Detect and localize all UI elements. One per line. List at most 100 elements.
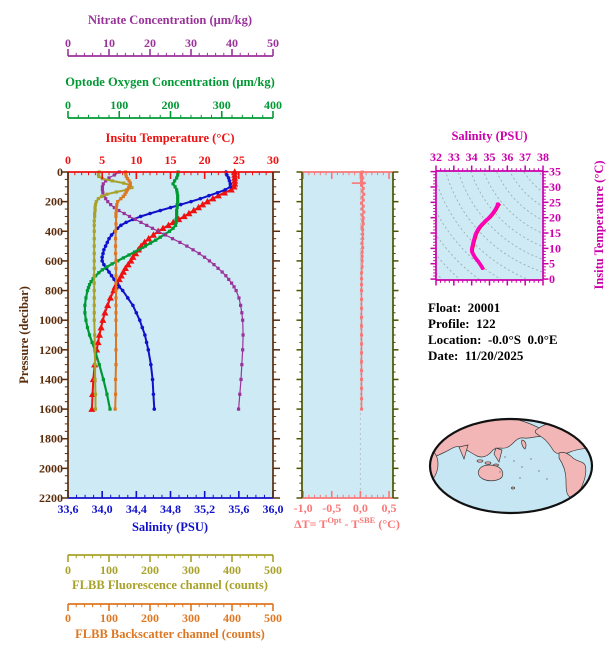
svg-text:200: 200 — [162, 98, 180, 112]
svg-text:37: 37 — [519, 150, 531, 164]
map-land-australia — [477, 464, 504, 482]
svg-text:300: 300 — [182, 611, 200, 625]
delta-t-title-sup-sbe: SBE — [359, 515, 376, 525]
delta-t-title-sup-opt: Opt — [327, 515, 342, 525]
svg-text:400: 400 — [264, 98, 282, 112]
location-line: Location: -0.0°S 0.0°E — [428, 332, 558, 348]
svg-text:15: 15 — [165, 153, 177, 167]
svg-text:-0,5: -0,5 — [322, 501, 341, 515]
svg-text:1800: 1800 — [39, 432, 63, 446]
svg-text:35: 35 — [484, 150, 496, 164]
map-land-south-america — [558, 452, 587, 498]
svg-text:1200: 1200 — [39, 343, 63, 357]
svg-text:0: 0 — [65, 153, 71, 167]
svg-text:100: 100 — [110, 98, 128, 112]
svg-text:20: 20 — [144, 36, 156, 50]
ts-y-label: Insitu Temperature (°C) — [592, 160, 606, 290]
date-value: 11/20/2025 — [464, 348, 524, 363]
date-label: Date: — [428, 348, 459, 363]
svg-text:1400: 1400 — [39, 372, 63, 386]
float-label: Float: — [428, 300, 462, 315]
svg-text:600: 600 — [45, 254, 63, 268]
svg-text:0,5: 0,5 — [381, 501, 396, 515]
svg-text:33,6: 33,6 — [58, 502, 79, 516]
svg-text:50: 50 — [267, 36, 279, 50]
svg-text:2200: 2200 — [39, 491, 63, 505]
ts-curve — [469, 202, 501, 271]
map-land-india — [458, 444, 469, 461]
svg-text:40: 40 — [226, 36, 238, 50]
map-outline — [428, 417, 594, 515]
map-land-japan — [521, 439, 527, 450]
svg-text:5: 5 — [549, 257, 555, 271]
salinity-axis-title: Salinity (PSU) — [131, 520, 209, 534]
delta-t-title-text: ΔT= T — [294, 517, 328, 531]
oxygen-axis-title: Optode Oxygen Concentration (μm/kg) — [65, 75, 275, 89]
delta-t-axis-title: ΔT= TOpt - TSBE (°C) — [272, 515, 422, 532]
svg-text:20: 20 — [199, 153, 211, 167]
backscatter-axis-title: FLBB Backscatter channel (counts) — [75, 627, 265, 641]
date-line: Date: 11/20/2025 — [428, 348, 558, 364]
svg-text:10: 10 — [103, 36, 115, 50]
svg-text:0: 0 — [65, 611, 71, 625]
svg-text:38: 38 — [537, 150, 549, 164]
delta-t-title-text: - T — [341, 517, 360, 531]
svg-text:34: 34 — [466, 150, 478, 164]
map-land-indonesia — [484, 461, 492, 465]
svg-text:500: 500 — [264, 611, 282, 625]
svg-text:10: 10 — [549, 241, 561, 255]
map-land-new-zealand — [511, 486, 515, 490]
svg-text:10: 10 — [130, 153, 142, 167]
delta-t-title-text: (°C) — [375, 517, 400, 531]
svg-text:0: 0 — [65, 36, 71, 50]
svg-text:5: 5 — [99, 153, 105, 167]
svg-text:100: 100 — [100, 611, 118, 625]
svg-text:400: 400 — [223, 563, 241, 577]
location-label: Location: — [428, 332, 482, 347]
svg-text:400: 400 — [223, 611, 241, 625]
svg-text:400: 400 — [45, 224, 63, 238]
temperature-axis-title: Insitu Temperature (°C) — [105, 131, 235, 145]
optode-oxygen-concentration-curve — [83, 170, 180, 411]
svg-text:30: 30 — [549, 180, 561, 194]
pressure-axis-label: Pressure (decibar) — [17, 286, 31, 384]
svg-text:36,0: 36,0 — [263, 502, 284, 516]
svg-text:30: 30 — [185, 36, 197, 50]
svg-text:200: 200 — [45, 195, 63, 209]
map-land-indonesia — [476, 459, 484, 463]
svg-text:2000: 2000 — [39, 461, 63, 475]
map-land-greenland — [566, 419, 582, 428]
svg-text:-1,0: -1,0 — [294, 501, 313, 515]
svg-text:300: 300 — [182, 563, 200, 577]
float-id-line: Float: 20001 — [428, 300, 558, 316]
profile-line: Profile: 122 — [428, 316, 558, 332]
map-land-indochina — [493, 447, 503, 463]
ts-title: Salinity (PSU) — [451, 129, 528, 143]
svg-text:800: 800 — [45, 284, 63, 298]
nitrate-axis-title: Nitrate Concentration (μm/kg) — [88, 13, 252, 27]
svg-text:1000: 1000 — [39, 313, 63, 327]
svg-text:30: 30 — [267, 153, 279, 167]
svg-text:33: 33 — [448, 150, 460, 164]
world-map — [428, 417, 594, 515]
svg-text:34,4: 34,4 — [126, 502, 147, 516]
svg-text:35: 35 — [549, 165, 561, 179]
flbb-backscatter-channel-curve — [113, 170, 132, 411]
svg-text:0: 0 — [549, 272, 555, 286]
float-value: 20001 — [467, 300, 501, 315]
float-metadata: Float: 20001 Profile: 122 Location: -0.0… — [428, 300, 558, 364]
svg-text:100: 100 — [100, 563, 118, 577]
svg-text:0: 0 — [65, 98, 71, 112]
svg-text:34,8: 34,8 — [160, 502, 181, 516]
svg-text:15: 15 — [549, 226, 561, 240]
profile-value: 122 — [476, 316, 496, 331]
svg-text:25: 25 — [549, 195, 561, 209]
location-value: -0.0°S 0.0°E — [487, 332, 558, 347]
svg-text:200: 200 — [141, 563, 159, 577]
svg-text:500: 500 — [264, 563, 282, 577]
svg-text:0: 0 — [57, 165, 63, 179]
